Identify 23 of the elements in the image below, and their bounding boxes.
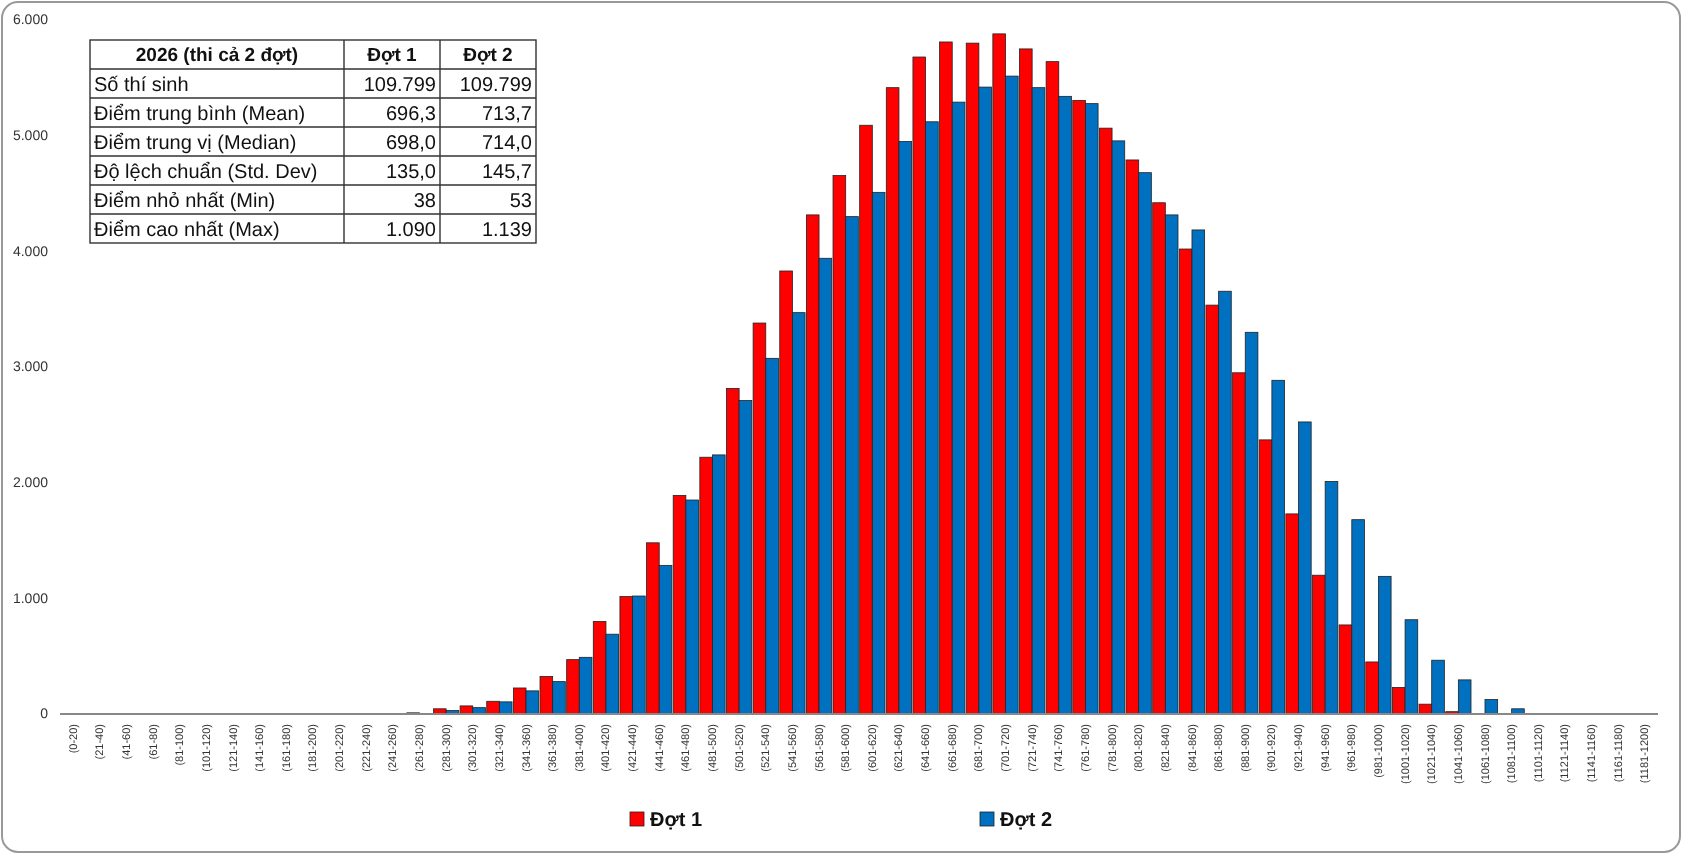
annotation: 1.139 [481, 219, 533, 242]
annotation: 38 [413, 190, 437, 213]
annotation: 135,0 [385, 161, 437, 184]
annotation: 53 [509, 190, 533, 213]
annotation: Số thí sinh [94, 74, 189, 97]
annotation: Điểm nhỏ nhất (Min) [94, 188, 276, 213]
annotation: 109.799 [363, 74, 437, 97]
annotation: Điểm trung bình (Mean) [94, 101, 306, 126]
annotation: 1.090 [385, 219, 437, 242]
annotation: 696,3 [385, 103, 437, 126]
annotation: Điểm trung vị (Median) [94, 130, 297, 155]
legend-label: Đợt 1 [650, 810, 703, 833]
annotation: 714,0 [481, 132, 533, 155]
annotation: 2026 (thi cả 2 đợt) [135, 45, 299, 68]
annotation: 713,7 [481, 103, 533, 126]
legend-label: Đợt 2 [1000, 810, 1053, 833]
annotation: Đợt 1 [367, 45, 419, 68]
annotation: 145,7 [481, 161, 533, 184]
annotation: Điểm cao nhất (Max) [94, 217, 280, 242]
annotation: 109.799 [459, 74, 533, 97]
annotation: 698,0 [385, 132, 437, 155]
annotation: Độ lệch chuẩn (Std. Dev) [94, 159, 318, 184]
annotation: Đợt 2 [463, 45, 513, 68]
